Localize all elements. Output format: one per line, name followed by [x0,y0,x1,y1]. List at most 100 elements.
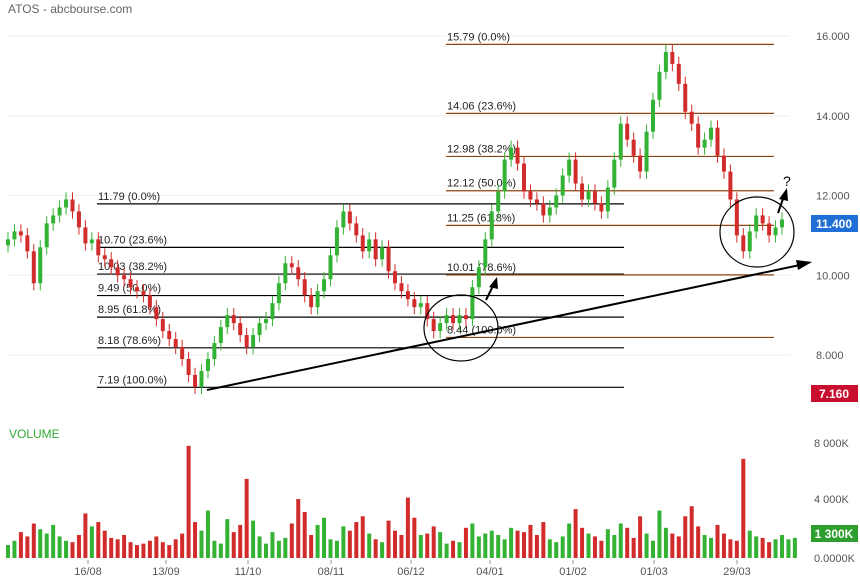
candle-body-116 [754,215,759,232]
candle-body-66 [431,319,436,332]
candle-body-55 [360,235,365,252]
candle-body-23 [154,307,159,320]
candle-body-101 [657,71,662,100]
candle-body-67 [438,323,443,332]
candle-body-38 [251,335,256,348]
volume-bar-29 [193,522,198,558]
chart-title: ATOS - abcbourse.com [8,2,132,16]
volume-bar-12 [83,513,88,558]
candle-body-13 [89,239,94,244]
y-tick-label-3: 14.000 [816,111,850,123]
candle-body-78 [509,147,514,160]
candle-body-2 [18,231,23,236]
volume-bar-40 [264,543,268,558]
candle-body-12 [83,227,88,244]
price-axis: 8.000 10.000 12.000 14.000 16.000 11.400 7.160 [811,31,858,402]
volume-bar-80 [522,532,526,558]
candle-body-81 [528,191,533,200]
volume-bar-45 [296,499,301,558]
volume-bar-26 [173,539,178,558]
candle-body-49 [322,279,327,292]
volume-bar-71 [463,527,468,558]
candle-body-114 [741,235,746,252]
candle-body-57 [373,239,378,260]
candle-body-11 [76,211,81,228]
candle-body-112 [728,171,733,200]
candle-body-86 [560,175,565,196]
x-tick-label-7: 01/03 [640,566,668,578]
x-tick-label-8: 29/03 [723,566,751,578]
fib-right-label-2: 12.98 (38.2%) [447,143,516,155]
volume-bar-15 [102,530,107,558]
volume-bar-50 [328,539,333,558]
fib-left-label-0: 11.79 (0.0%) [98,191,160,203]
volume-bar-60 [393,530,397,558]
candle-body-26 [173,339,178,348]
candle-body-63 [412,299,417,308]
candle-body-24 [160,319,165,332]
candle-body-75 [489,211,494,240]
candle-body-39 [257,323,262,336]
candle-body-41 [270,303,275,320]
candle-body-111 [721,155,726,172]
y-tick-label-0: 8.000 [816,350,844,362]
volume-bar-34 [225,519,230,558]
candle-body-74 [483,239,488,268]
volume-bar-89 [580,527,585,558]
volume-bar-57 [373,539,378,558]
candle-body-48 [315,291,320,308]
candle-body-15 [102,255,107,260]
volume-bar-38 [251,520,256,558]
volume-bar-39 [257,536,262,558]
candle-body-34 [225,315,230,328]
volume-bar-107 [696,526,701,558]
volume-bar-20 [135,545,139,558]
last-price-badge-box [811,215,858,232]
candle-body-107 [696,123,701,148]
volume-bar-6 [44,533,49,558]
volume-bar-33 [218,543,223,558]
volume-bar-3 [25,536,30,558]
candle-body-99 [644,131,649,172]
volume-bar-78 [509,527,514,558]
last-volume-box [811,525,858,542]
volume-bar-68 [444,543,449,558]
trend-arrowhead [796,260,812,270]
volume-title: VOLUME [9,427,60,441]
candle-body-60 [393,271,397,284]
fib-right-label-0: 15.79 (0.0%) [447,31,510,43]
volume-bar-84 [547,539,552,558]
candle-body-18 [122,275,127,280]
candle-body-105 [683,83,688,112]
fib-left-label-1: 10.70 (23.6%) [98,234,167,246]
volume-bar-1 [12,540,17,558]
volume-bar-113 [734,540,739,558]
volume-bar-47 [309,535,314,558]
volume-bar-8 [57,536,62,558]
candle-body-14 [96,239,101,256]
candle-body-91 [592,191,597,204]
candle-body-53 [347,211,352,224]
volume-bar-62 [405,497,410,558]
volume-bar-103 [670,533,675,558]
candle-body-8 [57,207,62,216]
candle-body-104 [676,63,681,84]
candle-body-110 [715,127,720,156]
volume-bar-22 [147,540,152,558]
candle-body-40 [264,319,268,324]
volume-bar-102 [663,527,668,558]
candle-body-70 [457,315,462,324]
volume-bar-36 [238,524,243,558]
candle-body-35 [231,315,236,324]
volume-bar-14 [96,522,101,558]
candle-body-109 [709,127,714,140]
volume-bar-85 [554,542,559,558]
volume-bar-65 [425,533,430,558]
candle-body-31 [205,358,210,371]
fib-left-label-4: 8.95 (61.8%) [98,304,161,316]
volume-bar-90 [586,533,591,558]
candle-body-97 [631,139,636,156]
candles-group [6,44,784,395]
volume-bar-87 [567,523,572,558]
candle-body-83 [541,203,546,216]
